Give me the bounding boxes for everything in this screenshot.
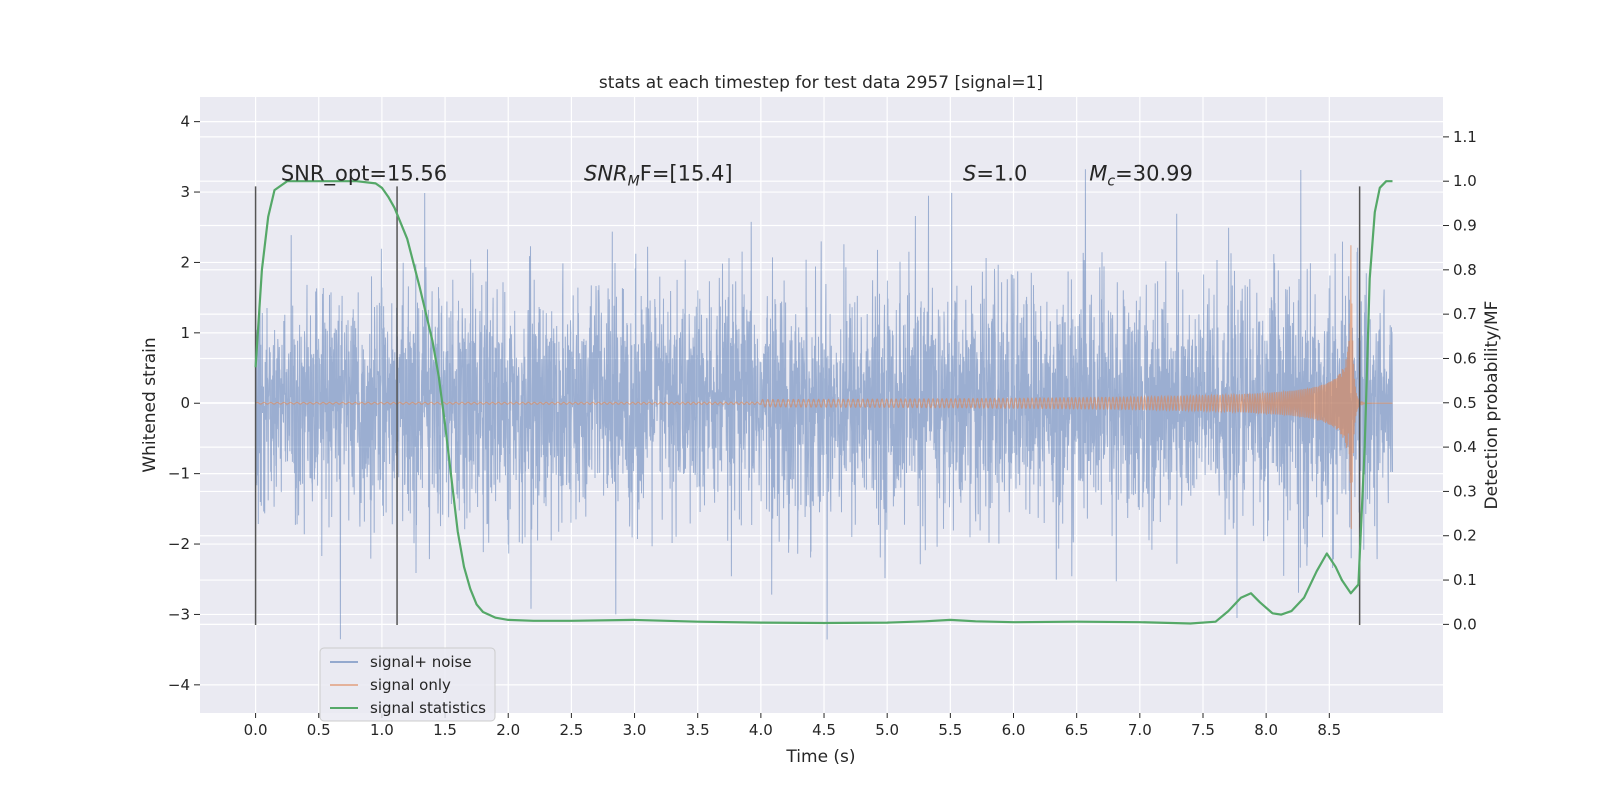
left-tick-label-4: 0 bbox=[180, 394, 190, 412]
x-tick-label-17: 8.5 bbox=[1317, 721, 1341, 739]
left-axis-label: Whitened strain bbox=[140, 337, 160, 472]
right-axis-ticks: 1.1 1.0 0.9 0.8 0.7 0.6 0.5 0.4 0.3 0.2 0.1 0.0 bbox=[1443, 128, 1477, 633]
right-tick-label-0: 1.1 bbox=[1453, 128, 1477, 146]
right-tick-label-4: 0.7 bbox=[1453, 305, 1477, 323]
right-axis-label: Detection probability/MF bbox=[1482, 301, 1502, 510]
annotation-mc-main: M bbox=[1089, 161, 1107, 185]
right-tick-label-11: 0.0 bbox=[1453, 615, 1477, 633]
right-tick-label-5: 0.6 bbox=[1453, 349, 1477, 367]
x-tick-label-2: 1.0 bbox=[370, 721, 394, 739]
series-signal-only bbox=[255, 245, 1393, 529]
right-tick-label-7: 0.4 bbox=[1453, 438, 1477, 456]
series-signal-statistics bbox=[254, 180, 1393, 625]
left-axis-ticks: 4 3 2 1 0 −1 −2 −3 −4 bbox=[168, 113, 200, 694]
left-tick-label-0: 4 bbox=[180, 113, 190, 131]
x-tick-label-10: 5.0 bbox=[875, 721, 899, 739]
legend-label-signal: signal only bbox=[370, 676, 451, 694]
annotation-s: S=1.0 bbox=[963, 161, 1027, 185]
x-tick-label-13: 6.5 bbox=[1065, 721, 1089, 739]
left-tick-label-5: −1 bbox=[168, 465, 190, 483]
annotation-snr-mf-main: SNR bbox=[584, 161, 628, 185]
right-tick-label-8: 0.3 bbox=[1453, 482, 1477, 500]
signal-trace bbox=[255, 245, 1393, 529]
left-tick-label-8: −4 bbox=[168, 676, 190, 694]
annotation-snr-mf-sub: M bbox=[628, 173, 640, 189]
left-tick-label-3: 1 bbox=[180, 324, 190, 342]
legend-label-noise: signal+ noise bbox=[370, 653, 472, 671]
x-tick-label-3: 1.5 bbox=[433, 721, 457, 739]
x-tick-label-5: 2.5 bbox=[559, 721, 583, 739]
annotation-s-main: S bbox=[963, 161, 976, 185]
annotation-mc: Mc=30.99 bbox=[1089, 161, 1193, 189]
annotation-mc-sub: c bbox=[1107, 173, 1115, 189]
annotation-snr-mf-tail: F=[15.4] bbox=[640, 161, 733, 185]
annotation-snr-mf: SNRMF=[15.4] bbox=[584, 161, 733, 189]
legend: signal+ noise signal only signal statist… bbox=[319, 647, 496, 722]
left-tick-label-6: −2 bbox=[168, 535, 190, 553]
x-tick-label-11: 5.5 bbox=[938, 721, 962, 739]
annotations: SNR_opt=15.56 SNRMF=[15.4] S=1.0 Mc=30.9… bbox=[281, 161, 1193, 189]
x-tick-label-7: 3.5 bbox=[686, 721, 710, 739]
x-tick-label-0: 0.0 bbox=[244, 721, 268, 739]
legend-label-statistics: signal statistics bbox=[370, 699, 486, 717]
statistics-line bbox=[254, 180, 1393, 625]
x-tick-label-1: 0.5 bbox=[307, 721, 331, 739]
right-tick-label-6: 0.5 bbox=[1453, 394, 1477, 412]
right-tick-label-10: 0.1 bbox=[1453, 571, 1477, 589]
left-tick-label-1: 3 bbox=[180, 183, 190, 201]
x-tick-label-12: 6.0 bbox=[1002, 721, 1026, 739]
x-tick-label-9: 4.5 bbox=[812, 721, 836, 739]
x-tick-label-15: 7.5 bbox=[1191, 721, 1215, 739]
annotation-mc-tail: =30.99 bbox=[1115, 161, 1193, 185]
left-tick-label-2: 2 bbox=[180, 253, 190, 271]
annotation-s-tail: =1.0 bbox=[976, 161, 1027, 185]
chart-title: stats at each timestep for test data 295… bbox=[599, 73, 1043, 93]
right-tick-label-2: 0.9 bbox=[1453, 217, 1477, 235]
x-tick-label-6: 3.0 bbox=[623, 721, 647, 739]
x-tick-label-4: 2.0 bbox=[496, 721, 520, 739]
legend-box bbox=[319, 647, 496, 722]
x-tick-label-16: 8.0 bbox=[1254, 721, 1278, 739]
right-tick-label-1: 1.0 bbox=[1453, 172, 1477, 190]
x-axis-ticks: 0.0 0.5 1.0 1.5 2.0 2.5 3.0 3.5 4.0 4.5 5.0 5.5 6.0 6… bbox=[244, 713, 1341, 739]
right-tick-label-3: 0.8 bbox=[1453, 261, 1477, 279]
x-axis-label: Time (s) bbox=[785, 747, 855, 767]
x-tick-label-8: 4.0 bbox=[749, 721, 773, 739]
right-tick-label-9: 0.2 bbox=[1453, 527, 1477, 545]
x-tick-label-14: 7.0 bbox=[1128, 721, 1152, 739]
annotation-snr-opt: SNR_opt=15.56 bbox=[281, 161, 447, 186]
left-tick-label-7: −3 bbox=[168, 605, 190, 623]
